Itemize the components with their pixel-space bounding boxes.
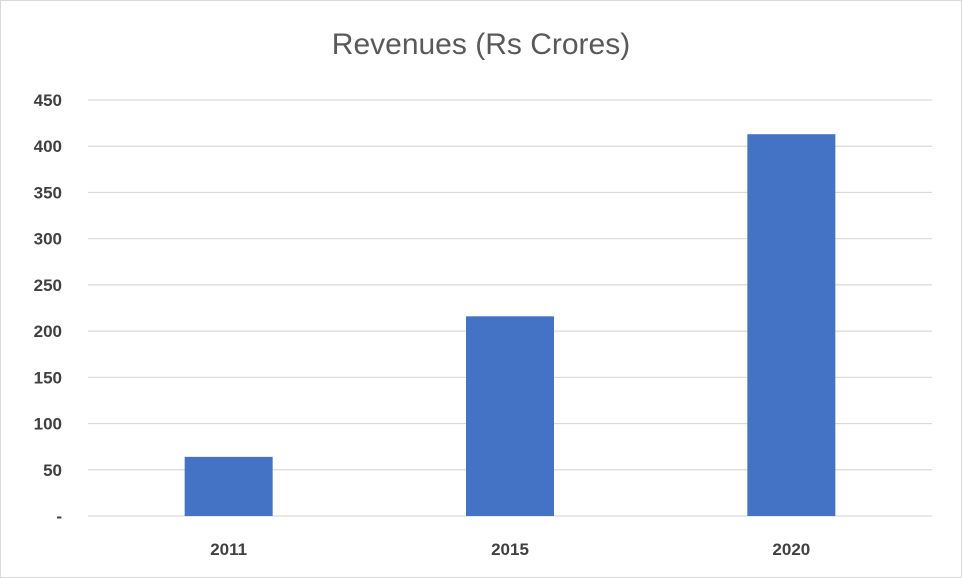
y-tick-label: 50 (43, 461, 62, 480)
bars (184, 134, 836, 516)
y-tick-label: 250 (34, 276, 62, 295)
y-axis-ticks: - 50 100 150 200 250 300 350 400 450 (34, 91, 62, 526)
x-axis-ticks: 2011 2015 2020 (210, 540, 810, 559)
bar-2011 (184, 456, 273, 516)
y-tick-label: 400 (34, 137, 62, 156)
x-tick-label: 2015 (491, 540, 529, 559)
x-tick-label: 2020 (772, 540, 810, 559)
y-tick-label: 100 (34, 415, 62, 434)
y-tick-label: 450 (34, 91, 62, 110)
y-tick-label: 200 (34, 322, 62, 341)
x-tick-label: 2011 (210, 540, 247, 559)
y-tick-label: 350 (34, 183, 62, 202)
y-tick-label: 300 (34, 230, 62, 249)
y-tick-label: 150 (34, 368, 62, 387)
y-tick-label: - (56, 507, 62, 526)
chart-title: Revenues (Rs Crores) (331, 28, 631, 61)
bar-2015 (466, 316, 554, 516)
bar-2020 (747, 134, 836, 516)
